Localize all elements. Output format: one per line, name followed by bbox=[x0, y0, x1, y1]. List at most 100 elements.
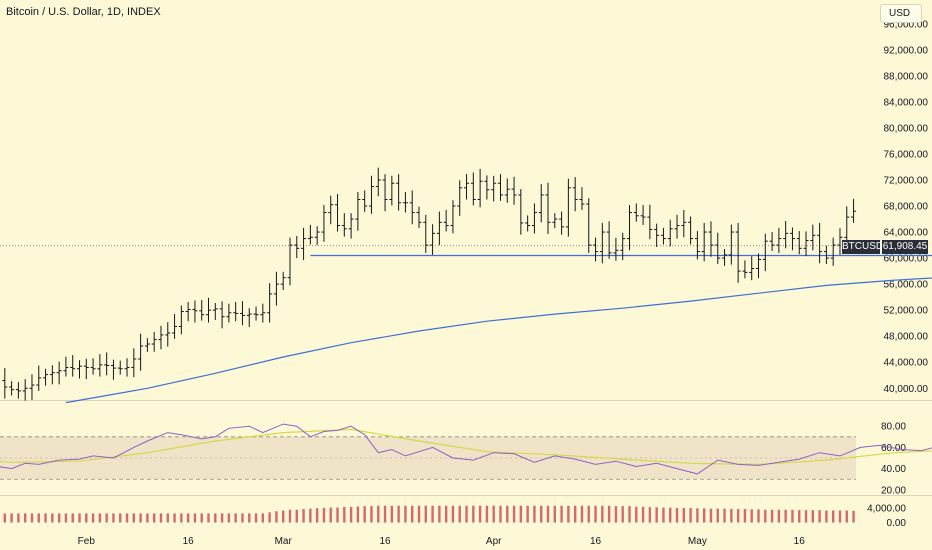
candle[interactable] bbox=[321, 205, 327, 242]
candle[interactable] bbox=[660, 227, 666, 245]
candle[interactable] bbox=[83, 358, 89, 380]
candle[interactable] bbox=[355, 192, 361, 231]
candle[interactable] bbox=[294, 235, 300, 259]
candle[interactable] bbox=[722, 248, 728, 266]
candle[interactable] bbox=[783, 220, 789, 249]
candle[interactable] bbox=[626, 205, 632, 251]
candle[interactable] bbox=[110, 359, 116, 380]
candle[interactable] bbox=[131, 348, 137, 378]
candle[interactable] bbox=[756, 253, 761, 279]
candle[interactable] bbox=[837, 228, 843, 255]
candle[interactable] bbox=[559, 211, 565, 235]
candle[interactable] bbox=[15, 382, 21, 399]
candle[interactable] bbox=[518, 189, 524, 235]
candle[interactable] bbox=[158, 325, 164, 350]
candle[interactable] bbox=[206, 297, 212, 323]
candle[interactable] bbox=[416, 206, 422, 229]
candle[interactable] bbox=[233, 302, 239, 322]
candle[interactable] bbox=[192, 300, 198, 323]
candle[interactable] bbox=[654, 223, 660, 248]
candle[interactable] bbox=[728, 224, 734, 265]
candle[interactable] bbox=[185, 302, 191, 322]
candle[interactable] bbox=[708, 221, 714, 257]
candle[interactable] bbox=[572, 177, 578, 212]
candle[interactable] bbox=[640, 205, 646, 225]
candle[interactable] bbox=[97, 354, 103, 377]
candle[interactable] bbox=[552, 213, 558, 229]
candle[interactable] bbox=[151, 331, 157, 352]
candle[interactable] bbox=[633, 203, 639, 222]
candle[interactable] bbox=[457, 180, 463, 216]
candle[interactable] bbox=[620, 232, 626, 261]
candle[interactable] bbox=[199, 300, 205, 321]
candle[interactable] bbox=[477, 168, 483, 208]
candle[interactable] bbox=[538, 184, 544, 223]
candle[interactable] bbox=[2, 368, 8, 399]
candle[interactable] bbox=[335, 193, 341, 232]
candle[interactable] bbox=[362, 190, 368, 212]
candle[interactable] bbox=[307, 224, 313, 245]
candle[interactable] bbox=[104, 352, 110, 376]
candle[interactable] bbox=[63, 356, 69, 377]
candle[interactable] bbox=[117, 360, 123, 375]
candle[interactable] bbox=[273, 271, 279, 306]
candle[interactable] bbox=[348, 213, 354, 239]
candle[interactable] bbox=[810, 224, 816, 251]
candle[interactable] bbox=[776, 227, 782, 253]
candle[interactable] bbox=[436, 211, 442, 246]
candle[interactable] bbox=[396, 174, 402, 211]
candle[interactable] bbox=[599, 222, 605, 264]
candle[interactable] bbox=[681, 209, 687, 238]
candle[interactable] bbox=[735, 222, 741, 283]
candle[interactable] bbox=[823, 245, 829, 264]
candle[interactable] bbox=[90, 358, 96, 375]
candle[interactable] bbox=[674, 214, 680, 239]
candle[interactable] bbox=[484, 175, 490, 200]
candle[interactable] bbox=[470, 172, 476, 206]
candle[interactable] bbox=[491, 175, 497, 202]
candle[interactable] bbox=[328, 195, 334, 225]
candle[interactable] bbox=[402, 192, 408, 213]
candle[interactable] bbox=[830, 237, 836, 266]
candle[interactable] bbox=[172, 314, 178, 339]
candle[interactable] bbox=[280, 271, 286, 290]
candle[interactable] bbox=[504, 178, 510, 203]
candle[interactable] bbox=[219, 301, 225, 329]
candle[interactable] bbox=[9, 381, 15, 396]
candle[interactable] bbox=[579, 187, 585, 210]
candle[interactable] bbox=[450, 200, 456, 234]
candle[interactable] bbox=[124, 358, 130, 377]
candle[interactable] bbox=[511, 176, 517, 205]
candle[interactable] bbox=[178, 305, 184, 335]
candle[interactable] bbox=[647, 204, 653, 240]
candle[interactable] bbox=[749, 256, 755, 281]
candle[interactable] bbox=[762, 233, 768, 272]
candle[interactable] bbox=[796, 231, 802, 255]
candle[interactable] bbox=[715, 232, 721, 264]
candle[interactable] bbox=[593, 237, 599, 262]
candle[interactable] bbox=[239, 301, 245, 326]
candle[interactable] bbox=[70, 355, 76, 377]
candle[interactable] bbox=[22, 379, 28, 401]
candle[interactable] bbox=[851, 198, 857, 223]
candle[interactable] bbox=[260, 303, 266, 323]
candle[interactable] bbox=[226, 303, 232, 323]
candle[interactable] bbox=[368, 175, 374, 214]
candle[interactable] bbox=[49, 365, 55, 385]
candle[interactable] bbox=[688, 216, 694, 245]
candle[interactable] bbox=[789, 227, 795, 251]
candle[interactable] bbox=[694, 231, 700, 260]
candle[interactable] bbox=[375, 167, 381, 197]
candle[interactable] bbox=[301, 227, 307, 261]
candle[interactable] bbox=[382, 174, 388, 212]
candle[interactable] bbox=[464, 174, 470, 200]
candle[interactable] bbox=[443, 209, 449, 232]
candle[interactable] bbox=[742, 260, 748, 279]
candle[interactable] bbox=[803, 231, 809, 257]
candle[interactable] bbox=[667, 219, 673, 247]
candle[interactable] bbox=[409, 190, 415, 225]
candle[interactable] bbox=[565, 178, 571, 237]
candle[interactable] bbox=[586, 198, 592, 253]
candle[interactable] bbox=[43, 368, 49, 386]
